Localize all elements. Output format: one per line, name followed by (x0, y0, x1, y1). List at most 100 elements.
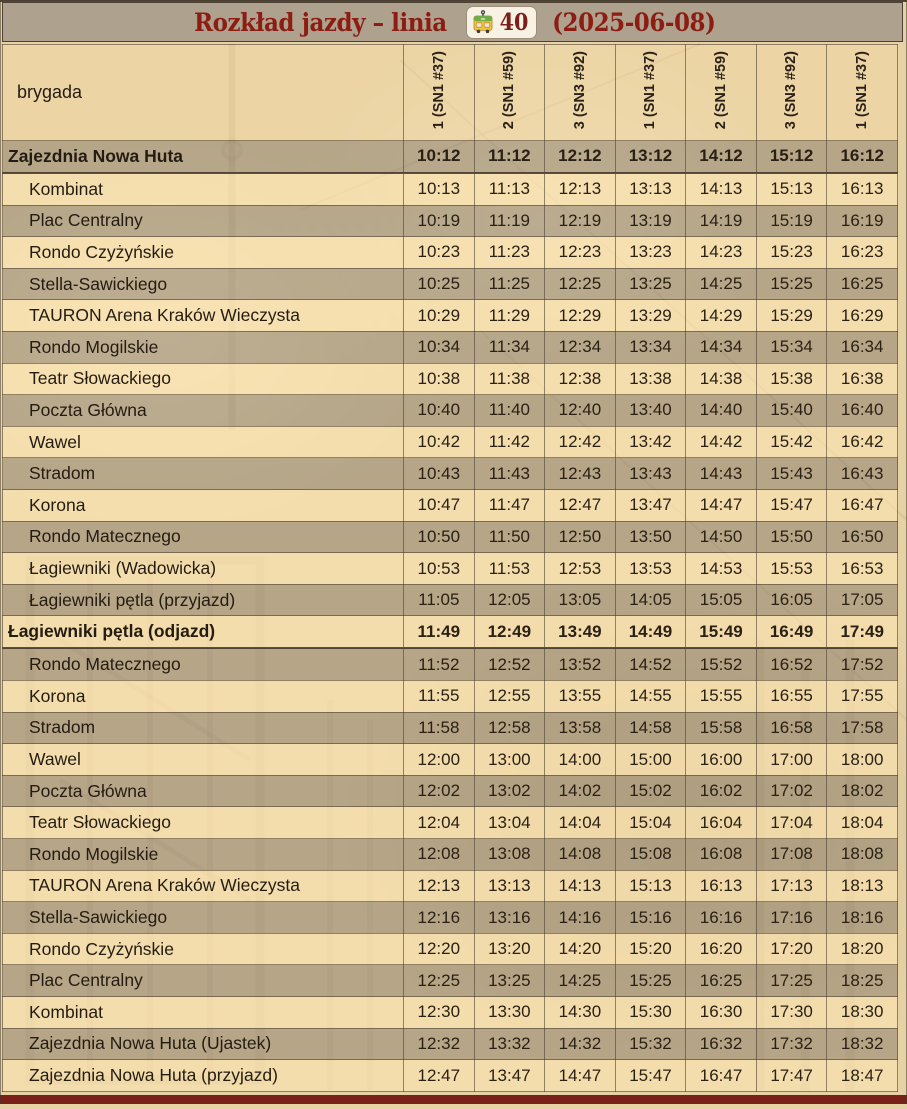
time-cell: 12:58 (473, 711, 546, 745)
column-header-label: 2 (SN1 #59) (501, 50, 518, 130)
time-cell: 15:19 (755, 204, 828, 238)
time-cell: 15:25 (755, 267, 828, 301)
time-cell: 18:47 (826, 1059, 898, 1092)
time-cell: 14:25 (685, 267, 757, 301)
time-cell: 16:53 (826, 552, 898, 585)
table-row: Korona 10:47 11:47 12:47 13:47 14:47 15:47 16:4… (2, 489, 898, 522)
time-cell: 12:16 (403, 901, 475, 934)
time-cell: 12:38 (544, 362, 616, 396)
time-cell: 14:40 (685, 394, 757, 427)
time-cell: 17:58 (826, 711, 898, 745)
time-cell: 15:02 (614, 774, 687, 808)
table-row: TAURON Arena Kraków Wieczysta 12:13 13:13 1… (2, 869, 898, 903)
time-cell: 17:16 (755, 901, 828, 934)
time-cell: 12:34 (544, 330, 616, 364)
stop-name-cell: Rondo Mogilskie (2, 838, 404, 871)
time-cell: 16:47 (685, 1059, 757, 1092)
time-cell: 14:13 (544, 869, 616, 903)
time-cell: 18:16 (826, 901, 898, 934)
time-cell: 10:38 (403, 362, 475, 396)
time-cell: 14:34 (685, 330, 757, 364)
table-row: Kombinat 12:30 13:30 14:30 15:30 16:30 17:30 18… (2, 996, 898, 1029)
time-cell: 13:04 (473, 806, 546, 840)
column-header-cell: 1 (SN1 #37) (614, 44, 687, 141)
time-cell: 10:29 (403, 299, 475, 332)
time-cell: 16:47 (826, 489, 898, 522)
time-cell: 15:04 (614, 806, 687, 840)
table-row: Plac Centralny 12:25 13:25 14:25 15:25 16:25 1… (2, 964, 898, 998)
time-cell: 12:08 (403, 838, 475, 871)
stop-name-cell: Korona (2, 489, 404, 522)
time-cell: 11:25 (473, 267, 546, 301)
time-cell: 14:53 (685, 552, 757, 585)
stop-name-cell: Stradom (2, 711, 404, 745)
time-cell: 16:23 (826, 236, 898, 269)
time-cell: 11:34 (473, 330, 546, 364)
time-cell: 15:08 (614, 838, 687, 871)
time-cell: 14:23 (685, 236, 757, 269)
time-cell: 10:13 (403, 172, 475, 206)
time-cell: 14:20 (544, 932, 616, 966)
time-cell: 11:23 (473, 236, 546, 269)
table-row: Korona 11:55 12:55 13:55 14:55 15:55 16:55 17:5… (2, 679, 898, 713)
time-cell: 10:40 (403, 394, 475, 427)
table-row: Kombinat 10:13 11:13 12:13 13:13 14:13 15:13 16… (2, 172, 898, 206)
time-cell: 10:34 (403, 330, 475, 364)
column-header-label: 1 (SN1 #37) (430, 50, 447, 130)
time-cell: 14:32 (544, 1027, 616, 1061)
time-cell: 15:13 (755, 172, 828, 206)
time-cell: 15:20 (614, 932, 687, 966)
stop-name-cell: Wawel (2, 425, 404, 459)
time-cell: 12:43 (544, 457, 616, 491)
time-cell: 11:12 (473, 139, 546, 174)
column-header-cell: 3 (SN3 #92) (755, 44, 828, 141)
time-cell: 11:43 (473, 457, 546, 491)
column-header-cell: 1 (SN1 #37) (403, 44, 475, 141)
time-cell: 12:42 (544, 425, 616, 459)
time-cell: 11:49 (403, 615, 475, 650)
time-cell: 13:25 (614, 267, 687, 301)
time-cell: 18:02 (826, 774, 898, 808)
time-cell: 10:42 (403, 425, 475, 459)
column-header-label: 3 (SN3 #92) (571, 50, 588, 130)
stop-name-cell: Zajezdnia Nowa Huta (2, 139, 404, 174)
time-cell: 12:52 (473, 647, 546, 681)
time-cell: 12:13 (544, 172, 616, 206)
stop-name-cell: Zajezdnia Nowa Huta (Ujastek) (2, 1027, 404, 1061)
time-cell: 17:20 (755, 932, 828, 966)
time-cell: 15:13 (614, 869, 687, 903)
time-cell: 10:47 (403, 489, 475, 522)
brygada-header-cell: brygada (2, 44, 404, 141)
time-cell: 11:13 (473, 172, 546, 206)
time-cell: 11:58 (403, 711, 475, 745)
table-row: Rondo Mogilskie 10:34 11:34 12:34 13:34 14:34… (2, 330, 898, 364)
time-cell: 15:00 (614, 743, 687, 776)
table-row: Rondo Czyżyńskie 10:23 11:23 12:23 13:23 14:2… (2, 236, 898, 269)
bottom-accent-bar (0, 1095, 907, 1104)
time-cell: 12:29 (544, 299, 616, 332)
time-cell: 14:08 (544, 838, 616, 871)
time-cell: 13:20 (473, 932, 546, 966)
stop-name-cell: TAURON Arena Kraków Wieczysta (2, 869, 404, 903)
time-cell: 17:55 (826, 679, 898, 713)
stop-name-cell: Korona (2, 679, 404, 713)
time-cell: 15:30 (614, 996, 687, 1029)
time-cell: 15:42 (755, 425, 828, 459)
time-cell: 15:23 (755, 236, 828, 269)
time-cell: 16:42 (826, 425, 898, 459)
time-cell: 16:08 (685, 838, 757, 871)
time-cell: 11:42 (473, 425, 546, 459)
time-cell: 14:38 (685, 362, 757, 396)
tram-icon (473, 10, 492, 34)
time-cell: 13:08 (473, 838, 546, 871)
time-cell: 13:13 (614, 172, 687, 206)
stop-name-cell: Kombinat (2, 172, 404, 206)
table-row: Stradom 10:43 11:43 12:43 13:43 14:43 15:43 16:… (2, 457, 898, 491)
time-cell: 10:19 (403, 204, 475, 238)
time-cell: 12:00 (403, 743, 475, 776)
time-cell: 13:40 (614, 394, 687, 427)
time-cell: 17:00 (755, 743, 828, 776)
time-cell: 14:19 (685, 204, 757, 238)
time-cell: 14:55 (614, 679, 687, 713)
